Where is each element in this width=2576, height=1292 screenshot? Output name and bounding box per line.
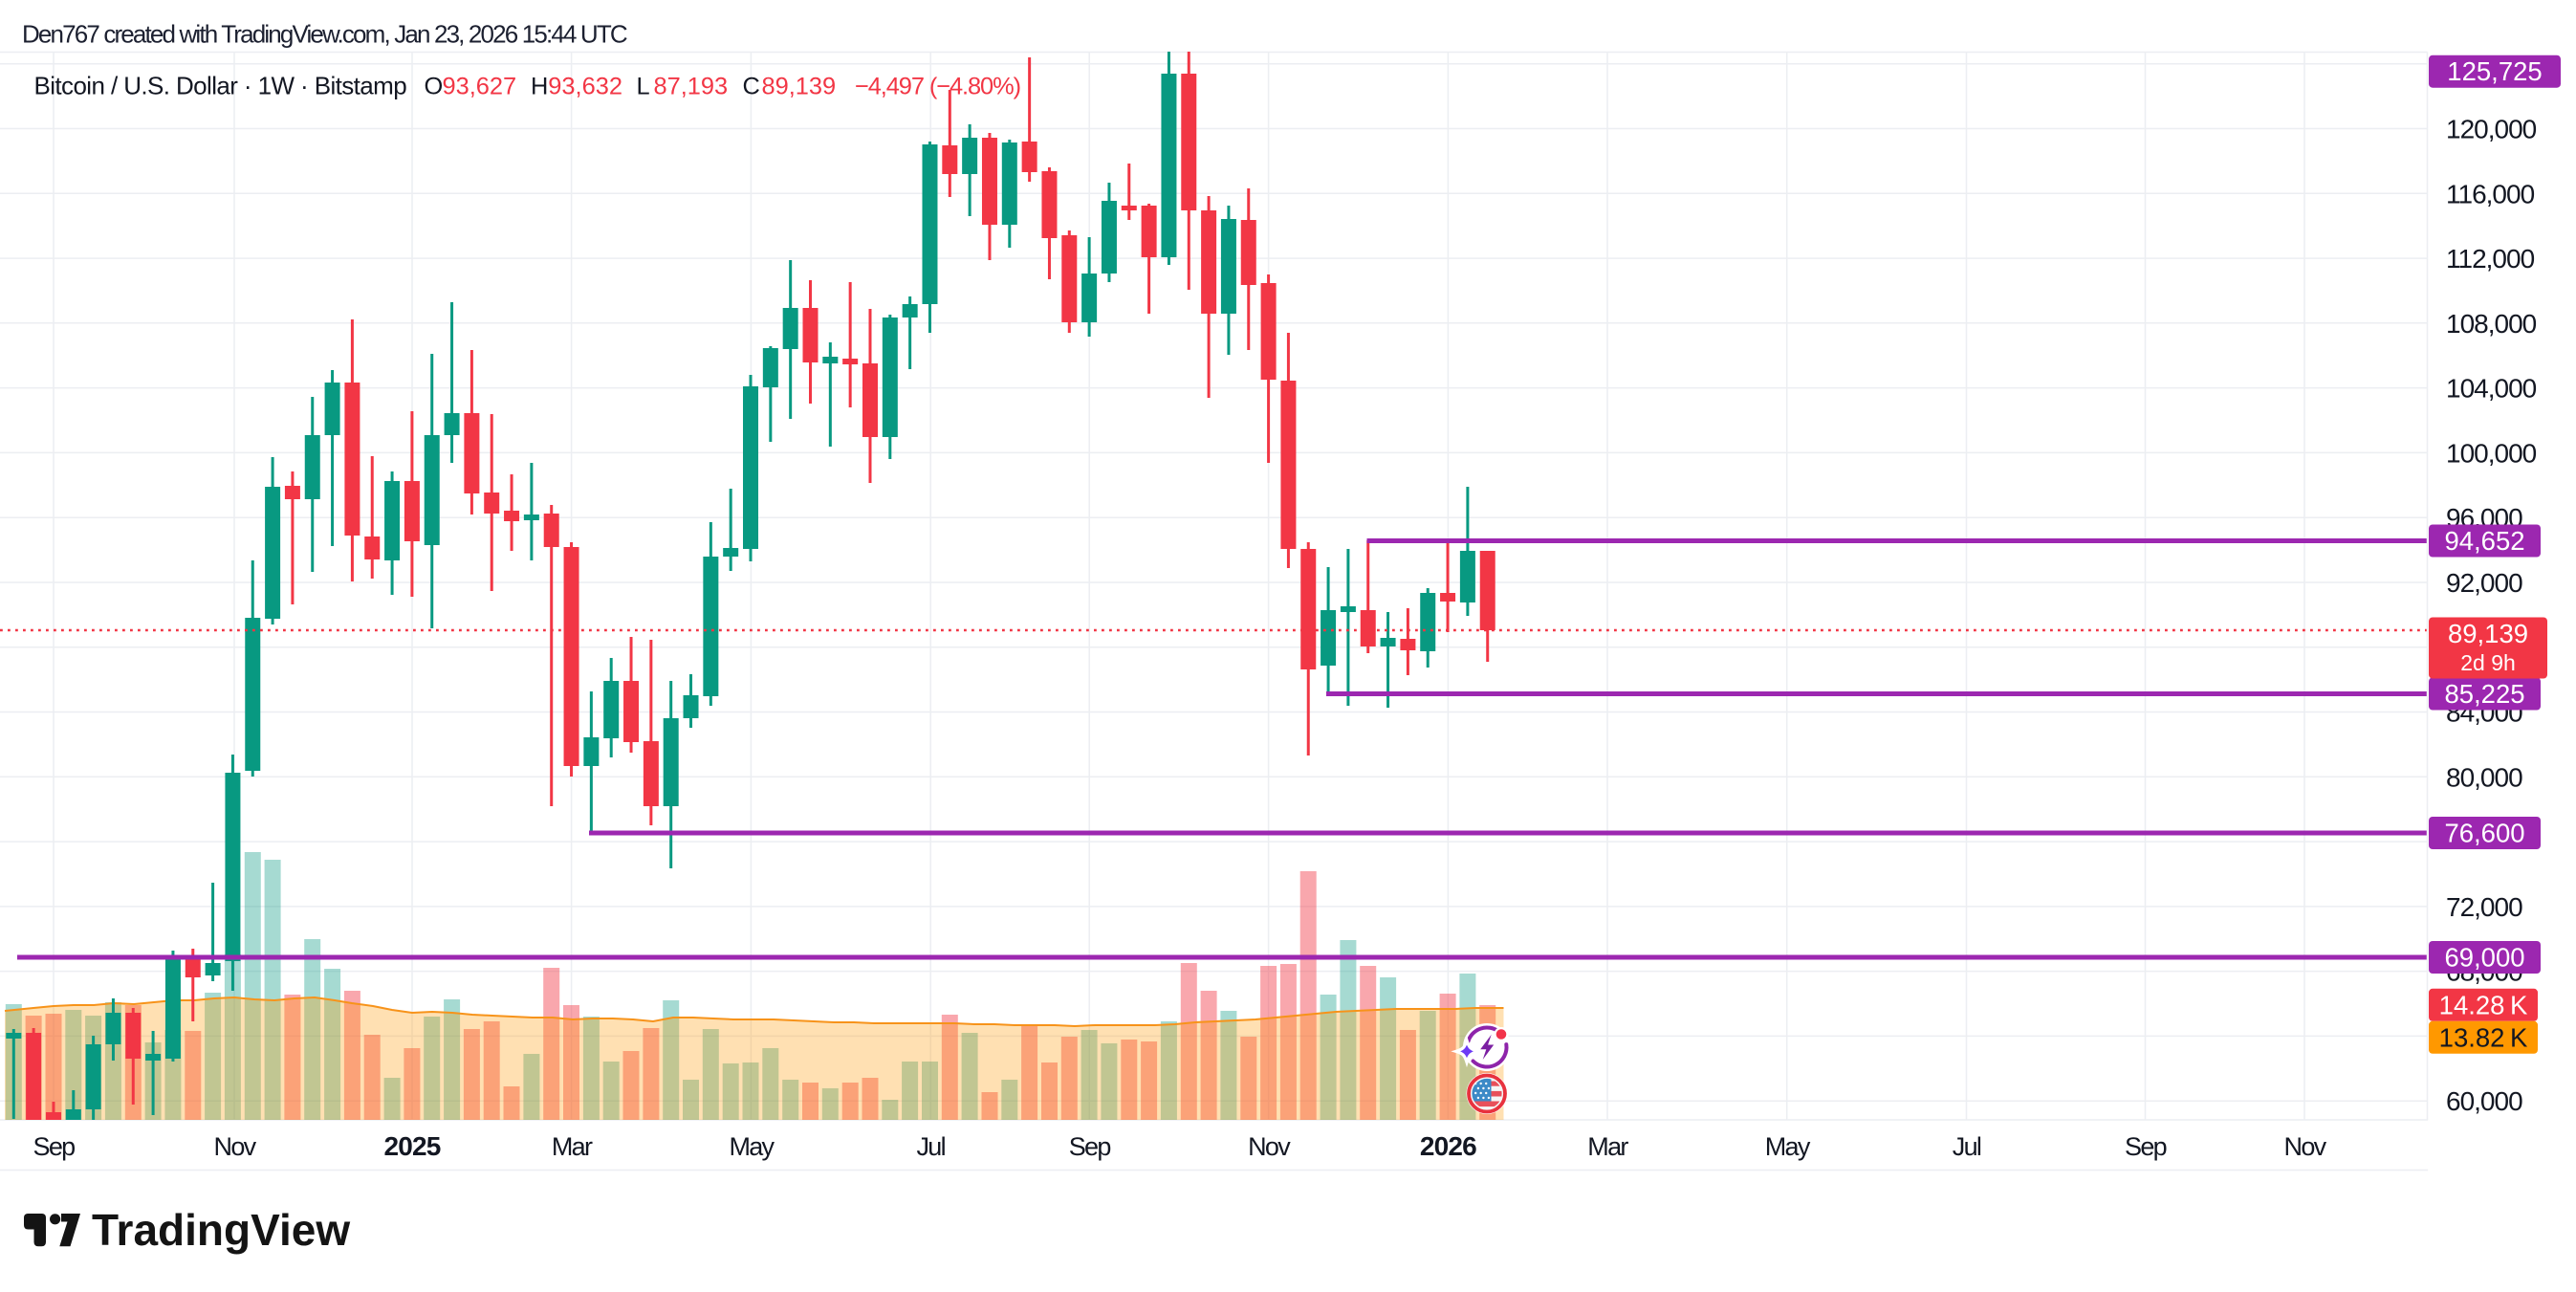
svg-text:Sep: Sep xyxy=(1069,1132,1111,1161)
svg-text:Nov: Nov xyxy=(214,1132,257,1161)
svg-text:Jul: Jul xyxy=(1953,1132,1981,1161)
svg-text:TradingView: TradingView xyxy=(92,1205,350,1255)
svg-text:108,000: 108,000 xyxy=(2446,309,2537,339)
svg-text:Nov: Nov xyxy=(1248,1132,1291,1161)
svg-text:Mar: Mar xyxy=(1587,1132,1628,1161)
svg-text:69,000: 69,000 xyxy=(2444,943,2524,973)
svg-text:85,225: 85,225 xyxy=(2444,679,2524,709)
svg-text:116,000: 116,000 xyxy=(2446,179,2535,208)
svg-text:120,000: 120,000 xyxy=(2446,115,2537,144)
svg-text:2025: 2025 xyxy=(383,1131,440,1161)
svg-text:94,652: 94,652 xyxy=(2444,526,2524,556)
svg-text:C: C xyxy=(743,74,760,100)
svg-text:60,000: 60,000 xyxy=(2446,1086,2522,1116)
svg-text:125,725: 125,725 xyxy=(2447,56,2542,86)
svg-text:Nov: Nov xyxy=(2284,1132,2327,1161)
svg-text:H: H xyxy=(531,74,548,100)
svg-text:89,139: 89,139 xyxy=(762,74,837,100)
svg-text:87,193: 87,193 xyxy=(654,74,729,100)
svg-text:2026: 2026 xyxy=(1420,1131,1476,1161)
svg-text:104,000: 104,000 xyxy=(2446,374,2537,404)
svg-text:72,000: 72,000 xyxy=(2446,892,2522,922)
svg-text:14.28 K: 14.28 K xyxy=(2439,990,2528,1019)
svg-text:Sep: Sep xyxy=(33,1132,76,1161)
svg-text:100,000: 100,000 xyxy=(2446,438,2537,468)
svg-text:O: O xyxy=(425,74,444,100)
svg-text:2d 9h: 2d 9h xyxy=(2460,650,2516,675)
svg-text:Bitcoin / U.S. Dollar · 1W · B: Bitcoin / U.S. Dollar · 1W · Bitstamp xyxy=(34,72,407,100)
svg-text:Jul: Jul xyxy=(916,1132,945,1161)
svg-text:−4,497 (−4.80%): −4,497 (−4.80%) xyxy=(855,74,1020,100)
svg-text:Mar: Mar xyxy=(552,1132,593,1161)
svg-text:May: May xyxy=(1765,1132,1811,1161)
svg-text:Den767 created with TradingVie: Den767 created with TradingView.com, Jan… xyxy=(22,20,627,49)
svg-text:112,000: 112,000 xyxy=(2446,244,2535,274)
svg-text:Sep: Sep xyxy=(2125,1132,2167,1161)
svg-text:80,000: 80,000 xyxy=(2446,762,2522,792)
svg-text:92,000: 92,000 xyxy=(2446,568,2522,598)
svg-text:13.82 K: 13.82 K xyxy=(2439,1022,2528,1052)
svg-text:93,632: 93,632 xyxy=(548,74,622,100)
svg-text:89,139: 89,139 xyxy=(2448,619,2528,648)
svg-text:May: May xyxy=(729,1132,775,1161)
svg-text:76,600: 76,600 xyxy=(2444,819,2524,848)
svg-text:L: L xyxy=(637,74,650,100)
svg-text:93,627: 93,627 xyxy=(443,74,517,100)
